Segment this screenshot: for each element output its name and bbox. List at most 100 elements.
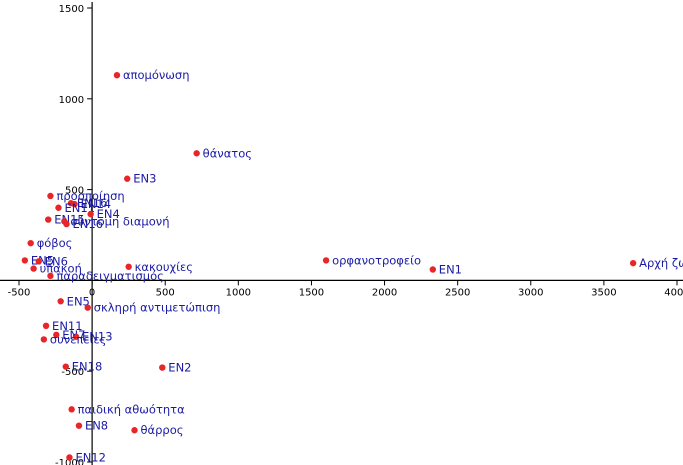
data-point: σκληρή αντιμετώπιση xyxy=(84,301,221,315)
x-tick-label: 1000 xyxy=(226,287,251,298)
x-tick-label: 3500 xyxy=(591,287,616,298)
data-points: απομόνωσηθάνατοςEN3προσποίησηEN16EN14EN1… xyxy=(21,68,683,464)
data-point-label: EN16 xyxy=(77,196,108,210)
data-point-label: EN2 xyxy=(168,361,191,375)
data-point: EN13 xyxy=(72,330,113,344)
data-point-label: σκληρή αντιμετώπιση xyxy=(94,301,221,315)
data-point-label: θάρρος xyxy=(141,423,184,437)
x-tick-label: -500 xyxy=(8,287,31,298)
data-point: απομόνωση xyxy=(113,68,190,82)
x-tick-label: 0 xyxy=(89,287,95,298)
data-point-label: θάνατος xyxy=(203,146,252,160)
data-point-label: EN14 xyxy=(81,197,112,211)
data-point: EN5 xyxy=(57,294,90,308)
data-point: EN1 xyxy=(429,263,462,277)
data-point-marker xyxy=(27,239,34,247)
data-point-marker xyxy=(159,364,166,371)
data-point: ορφανοτροφείο xyxy=(322,253,421,267)
data-point-label: παραδειγματισμός xyxy=(56,269,163,283)
axis-ticks: -500 0 500 1000 1500 2000 2500 3000 3500 4000 1500… xyxy=(8,4,683,465)
data-point-label: EN12 xyxy=(75,450,106,464)
data-point-marker xyxy=(47,272,54,280)
data-point-label: EN11 xyxy=(52,319,83,333)
data-point-label: φόβος xyxy=(37,236,73,250)
data-point: EN6 xyxy=(35,254,68,268)
x-tick-label: 2000 xyxy=(372,287,397,298)
y-tick-label: 1500 xyxy=(59,4,84,15)
data-point: EN11 xyxy=(42,319,83,333)
data-point-marker xyxy=(55,204,62,211)
data-point-marker xyxy=(66,454,73,461)
data-point-label: EN16 xyxy=(73,217,104,231)
y-tick-label: -1000 xyxy=(55,458,84,465)
data-point-marker xyxy=(84,304,91,311)
data-point-label: σύντομη διαμονή xyxy=(70,214,169,228)
data-point: EN11 xyxy=(55,201,95,215)
data-point: συνέπειες xyxy=(40,332,107,346)
y-tick-label: 500 xyxy=(65,186,84,197)
data-point-label: EN1 xyxy=(439,263,462,277)
data-point: EN4 xyxy=(87,207,120,221)
data-point-label: ορφανοτροφείο xyxy=(332,253,421,267)
y-tick-label: 1000 xyxy=(59,95,84,106)
data-point-label: EN5 xyxy=(31,253,54,267)
data-point: EN16 xyxy=(63,217,103,231)
data-point: κακουχίες xyxy=(125,260,193,274)
data-point-marker xyxy=(131,427,138,434)
data-point-label: υπακοή xyxy=(40,262,82,276)
x-tick-label: 4000 xyxy=(664,287,683,298)
data-point-marker xyxy=(62,363,69,370)
x-tick-label: 1500 xyxy=(299,287,324,298)
data-point-marker xyxy=(72,333,80,340)
data-point-label: EN11 xyxy=(64,201,95,215)
data-point-marker xyxy=(21,257,29,264)
data-point-label: συνέπειες xyxy=(50,332,107,346)
data-point-marker xyxy=(47,192,54,200)
data-point-label: EN8 xyxy=(85,419,108,433)
data-point-label: EN18 xyxy=(72,360,103,374)
data-point-label: EN13 xyxy=(82,330,113,344)
x-tick-label: 2500 xyxy=(445,287,470,298)
data-point-marker xyxy=(193,150,200,157)
data-point: θάνατος xyxy=(193,146,252,160)
data-point-label: προσποίηση xyxy=(56,189,124,203)
data-point-label: Αρχή ζωής xyxy=(639,256,683,270)
data-point: παραδειγματισμός xyxy=(47,269,164,283)
data-point-marker xyxy=(30,265,37,272)
data-point-marker xyxy=(75,422,83,429)
data-point: EN8 xyxy=(75,419,108,433)
data-point-marker xyxy=(68,406,75,413)
data-point-marker xyxy=(71,200,78,208)
x-tick-label: 3000 xyxy=(518,287,543,298)
data-point-marker xyxy=(124,175,131,182)
data-point: EN3 xyxy=(124,172,156,186)
data-point-label: EN6 xyxy=(45,254,68,268)
data-point: Αρχή ζωής xyxy=(629,256,683,270)
data-point: προσποίηση xyxy=(47,189,125,203)
data-point-label: EN5 xyxy=(67,294,90,308)
data-point-marker xyxy=(87,210,94,218)
x-tick-label: 500 xyxy=(156,287,175,298)
data-point: φόβος xyxy=(27,236,72,250)
y-tick-label: -500 xyxy=(61,367,84,378)
data-point-marker xyxy=(125,263,132,270)
data-point-marker xyxy=(113,71,121,79)
data-point: παιδική αθωότητα xyxy=(68,402,185,416)
data-point: EN2 xyxy=(159,361,191,375)
data-point-label: EN4 xyxy=(97,207,120,221)
data-point-marker xyxy=(63,220,70,228)
data-point-label: EN3 xyxy=(133,172,156,186)
data-point-label: απομόνωση xyxy=(123,68,190,82)
data-point-marker xyxy=(53,331,60,339)
data-point: EN14 xyxy=(71,197,111,211)
data-point-marker xyxy=(45,216,52,223)
data-point-marker xyxy=(35,258,42,265)
data-point-marker xyxy=(429,266,437,273)
data-point: EN12 xyxy=(66,450,106,464)
data-point: θάρρος xyxy=(131,423,184,437)
data-point-marker xyxy=(629,259,637,267)
data-point-label: κακουχίες xyxy=(135,260,193,274)
data-point-marker xyxy=(57,298,64,305)
